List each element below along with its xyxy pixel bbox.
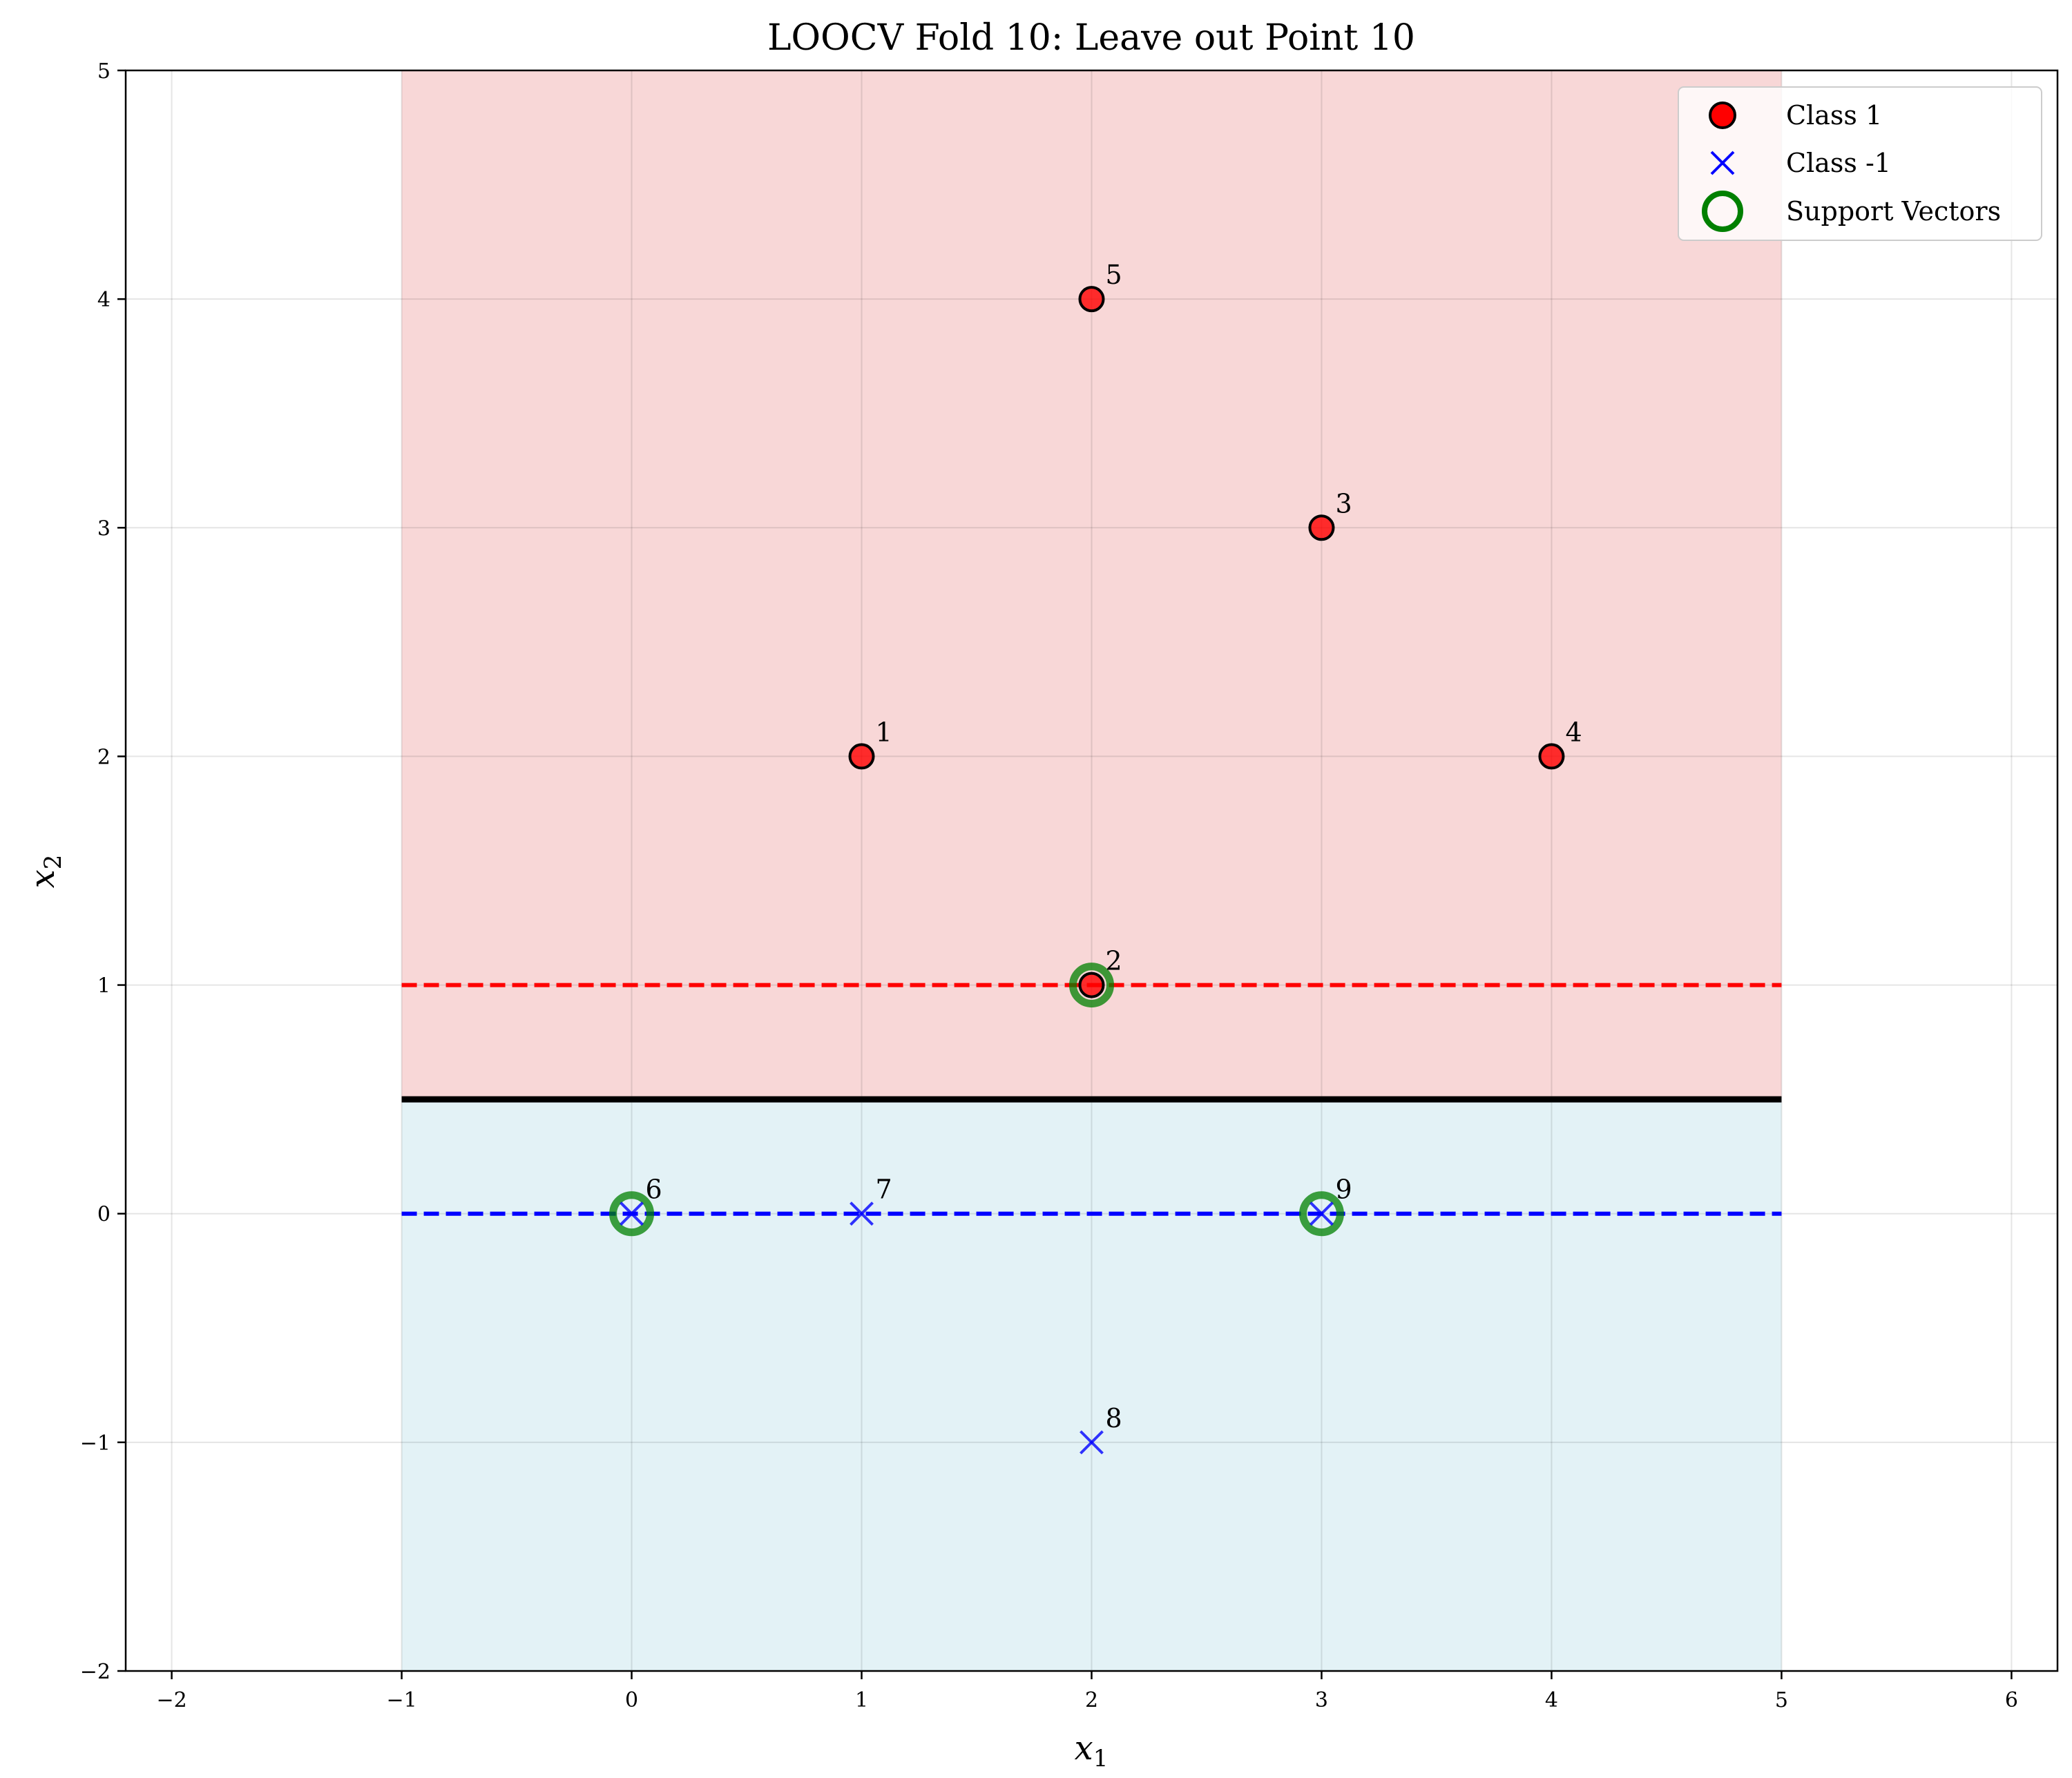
point-label: 1 — [876, 717, 892, 747]
y-tick-label: 5 — [97, 59, 111, 84]
point-label: 2 — [1106, 946, 1122, 976]
class-1-point — [1078, 286, 1105, 313]
y-axis-label: x2 — [23, 855, 67, 889]
point-label: 8 — [1106, 1403, 1122, 1433]
x-axis-label: x1 — [1075, 1729, 1109, 1772]
x-tick-label: 5 — [1775, 1688, 1788, 1712]
y-tick-label: 3 — [97, 516, 111, 541]
point-label: 9 — [1335, 1175, 1352, 1205]
support-vector-ring — [1069, 963, 1114, 1008]
legend: Class 1 Class -1 Support Vectors — [1678, 86, 2042, 241]
legend-class-neg1-marker — [1710, 151, 1735, 175]
y-tick-label: −2 — [80, 1660, 111, 1684]
chart-title: LOOCV Fold 10: Leave out Point 10 — [767, 17, 1415, 59]
y-tick-label: 1 — [97, 974, 111, 998]
y-tick-label: 2 — [97, 745, 111, 769]
point-label: 3 — [1335, 488, 1352, 519]
x-tick-label: 6 — [2005, 1688, 2018, 1712]
x-tick-label: 3 — [1315, 1688, 1328, 1712]
legend-box — [1678, 86, 2042, 241]
class-1-point — [1538, 743, 1565, 770]
support-vector-ring — [1298, 1191, 1344, 1237]
legend-support-vectors-marker — [1702, 191, 1743, 232]
point-label: 6 — [646, 1175, 662, 1205]
legend-class-1-marker — [1709, 102, 1736, 129]
point-label: 4 — [1565, 717, 1582, 747]
class-neg1-point — [850, 1201, 874, 1226]
class-neg1-point — [1310, 1201, 1334, 1226]
x-tick-label: 2 — [1085, 1688, 1098, 1712]
y-tick-label: 4 — [97, 288, 111, 312]
y-tick-label: −1 — [80, 1431, 111, 1456]
x-tick-label: 0 — [625, 1688, 638, 1712]
x-tick-label: −2 — [156, 1688, 186, 1712]
x-tick-label: 1 — [855, 1688, 868, 1712]
class-1-region — [401, 70, 1782, 1100]
x-tick-label: 4 — [1545, 1688, 1558, 1712]
class-1-point — [1308, 514, 1335, 541]
legend-class-neg1-label: Class -1 — [1786, 148, 1891, 178]
point-label: 5 — [1106, 260, 1122, 290]
legend-support-vectors-label: Support Vectors — [1786, 196, 2001, 226]
class-1-point — [1078, 972, 1105, 998]
class-1-point — [848, 743, 875, 770]
x-tick-label: −1 — [386, 1688, 416, 1712]
legend-class-1-label: Class 1 — [1786, 100, 1882, 131]
support-vector-ring — [609, 1191, 655, 1237]
point-label: 7 — [876, 1175, 892, 1205]
class-neg1-point — [1080, 1430, 1104, 1455]
y-tick-label: 0 — [97, 1203, 111, 1227]
class-neg1-point — [620, 1201, 644, 1226]
